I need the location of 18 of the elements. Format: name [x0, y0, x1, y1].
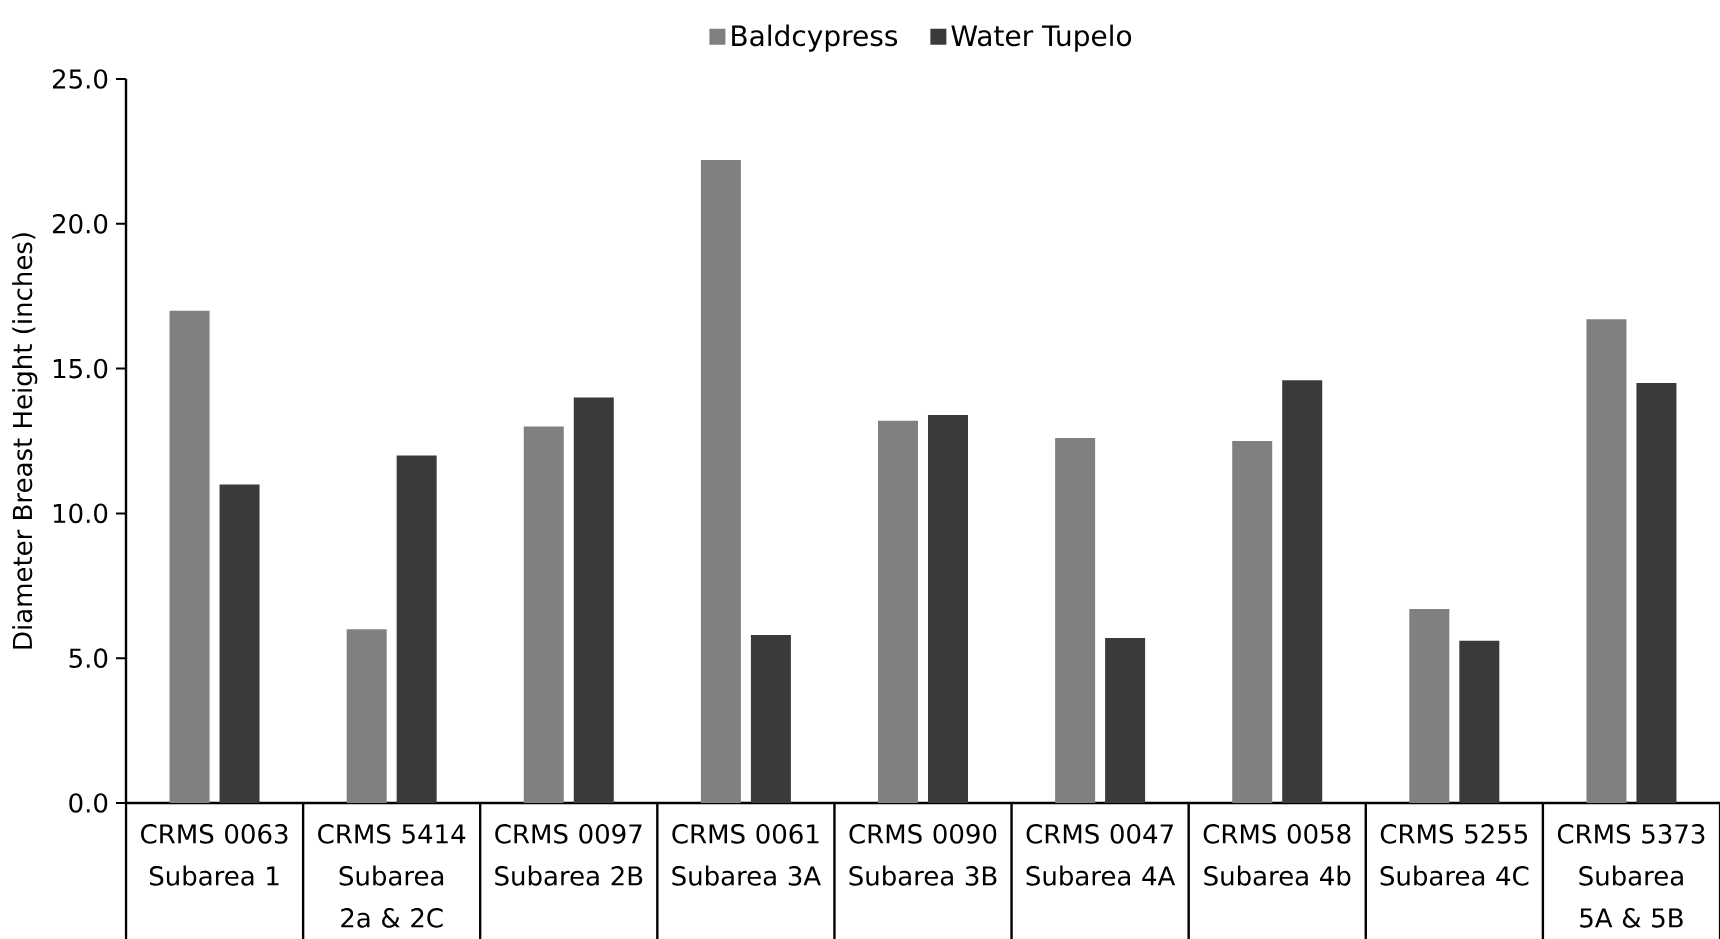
x-tick-label: CRMS 5414 Subarea 2a & 2C [318, 824, 466, 928]
y-tick-label: 25.0 [52, 69, 108, 89]
x-tick-label: CRMS 0063 Subarea 1 [141, 824, 288, 886]
x-tick-label: CRMS 0061 Subarea 3A [672, 824, 821, 886]
y-tick-label: 20.0 [52, 213, 108, 234]
y-tick-label: 10.0 [53, 503, 108, 524]
x-tick-label: CRMS 5255 Subarea 4C [1380, 824, 1529, 886]
legend-label: Baldcypress [732, 24, 898, 52]
legend-label: Water Tupelo [951, 24, 1132, 52]
x-tick-label: CRMS 5373 Subarea 5A & 5B [1557, 824, 1705, 928]
x-tick-label: CRMS 0097 Subarea 2B [495, 824, 643, 886]
x-tick-label: CRMS 0090 Subarea 3B [849, 824, 997, 886]
y-tick-label: 0.0 [69, 793, 108, 813]
y-tick-label: 5.0 [69, 648, 108, 669]
x-tick-label: CRMS 0058 Subarea 4b [1203, 824, 1351, 886]
x-tick-label: CRMS 0047 Subarea 4A [1026, 824, 1176, 886]
y-axis-title: Diameter Breast Height (inches) [12, 233, 38, 649]
y-tick-label: 15.0 [53, 358, 108, 379]
